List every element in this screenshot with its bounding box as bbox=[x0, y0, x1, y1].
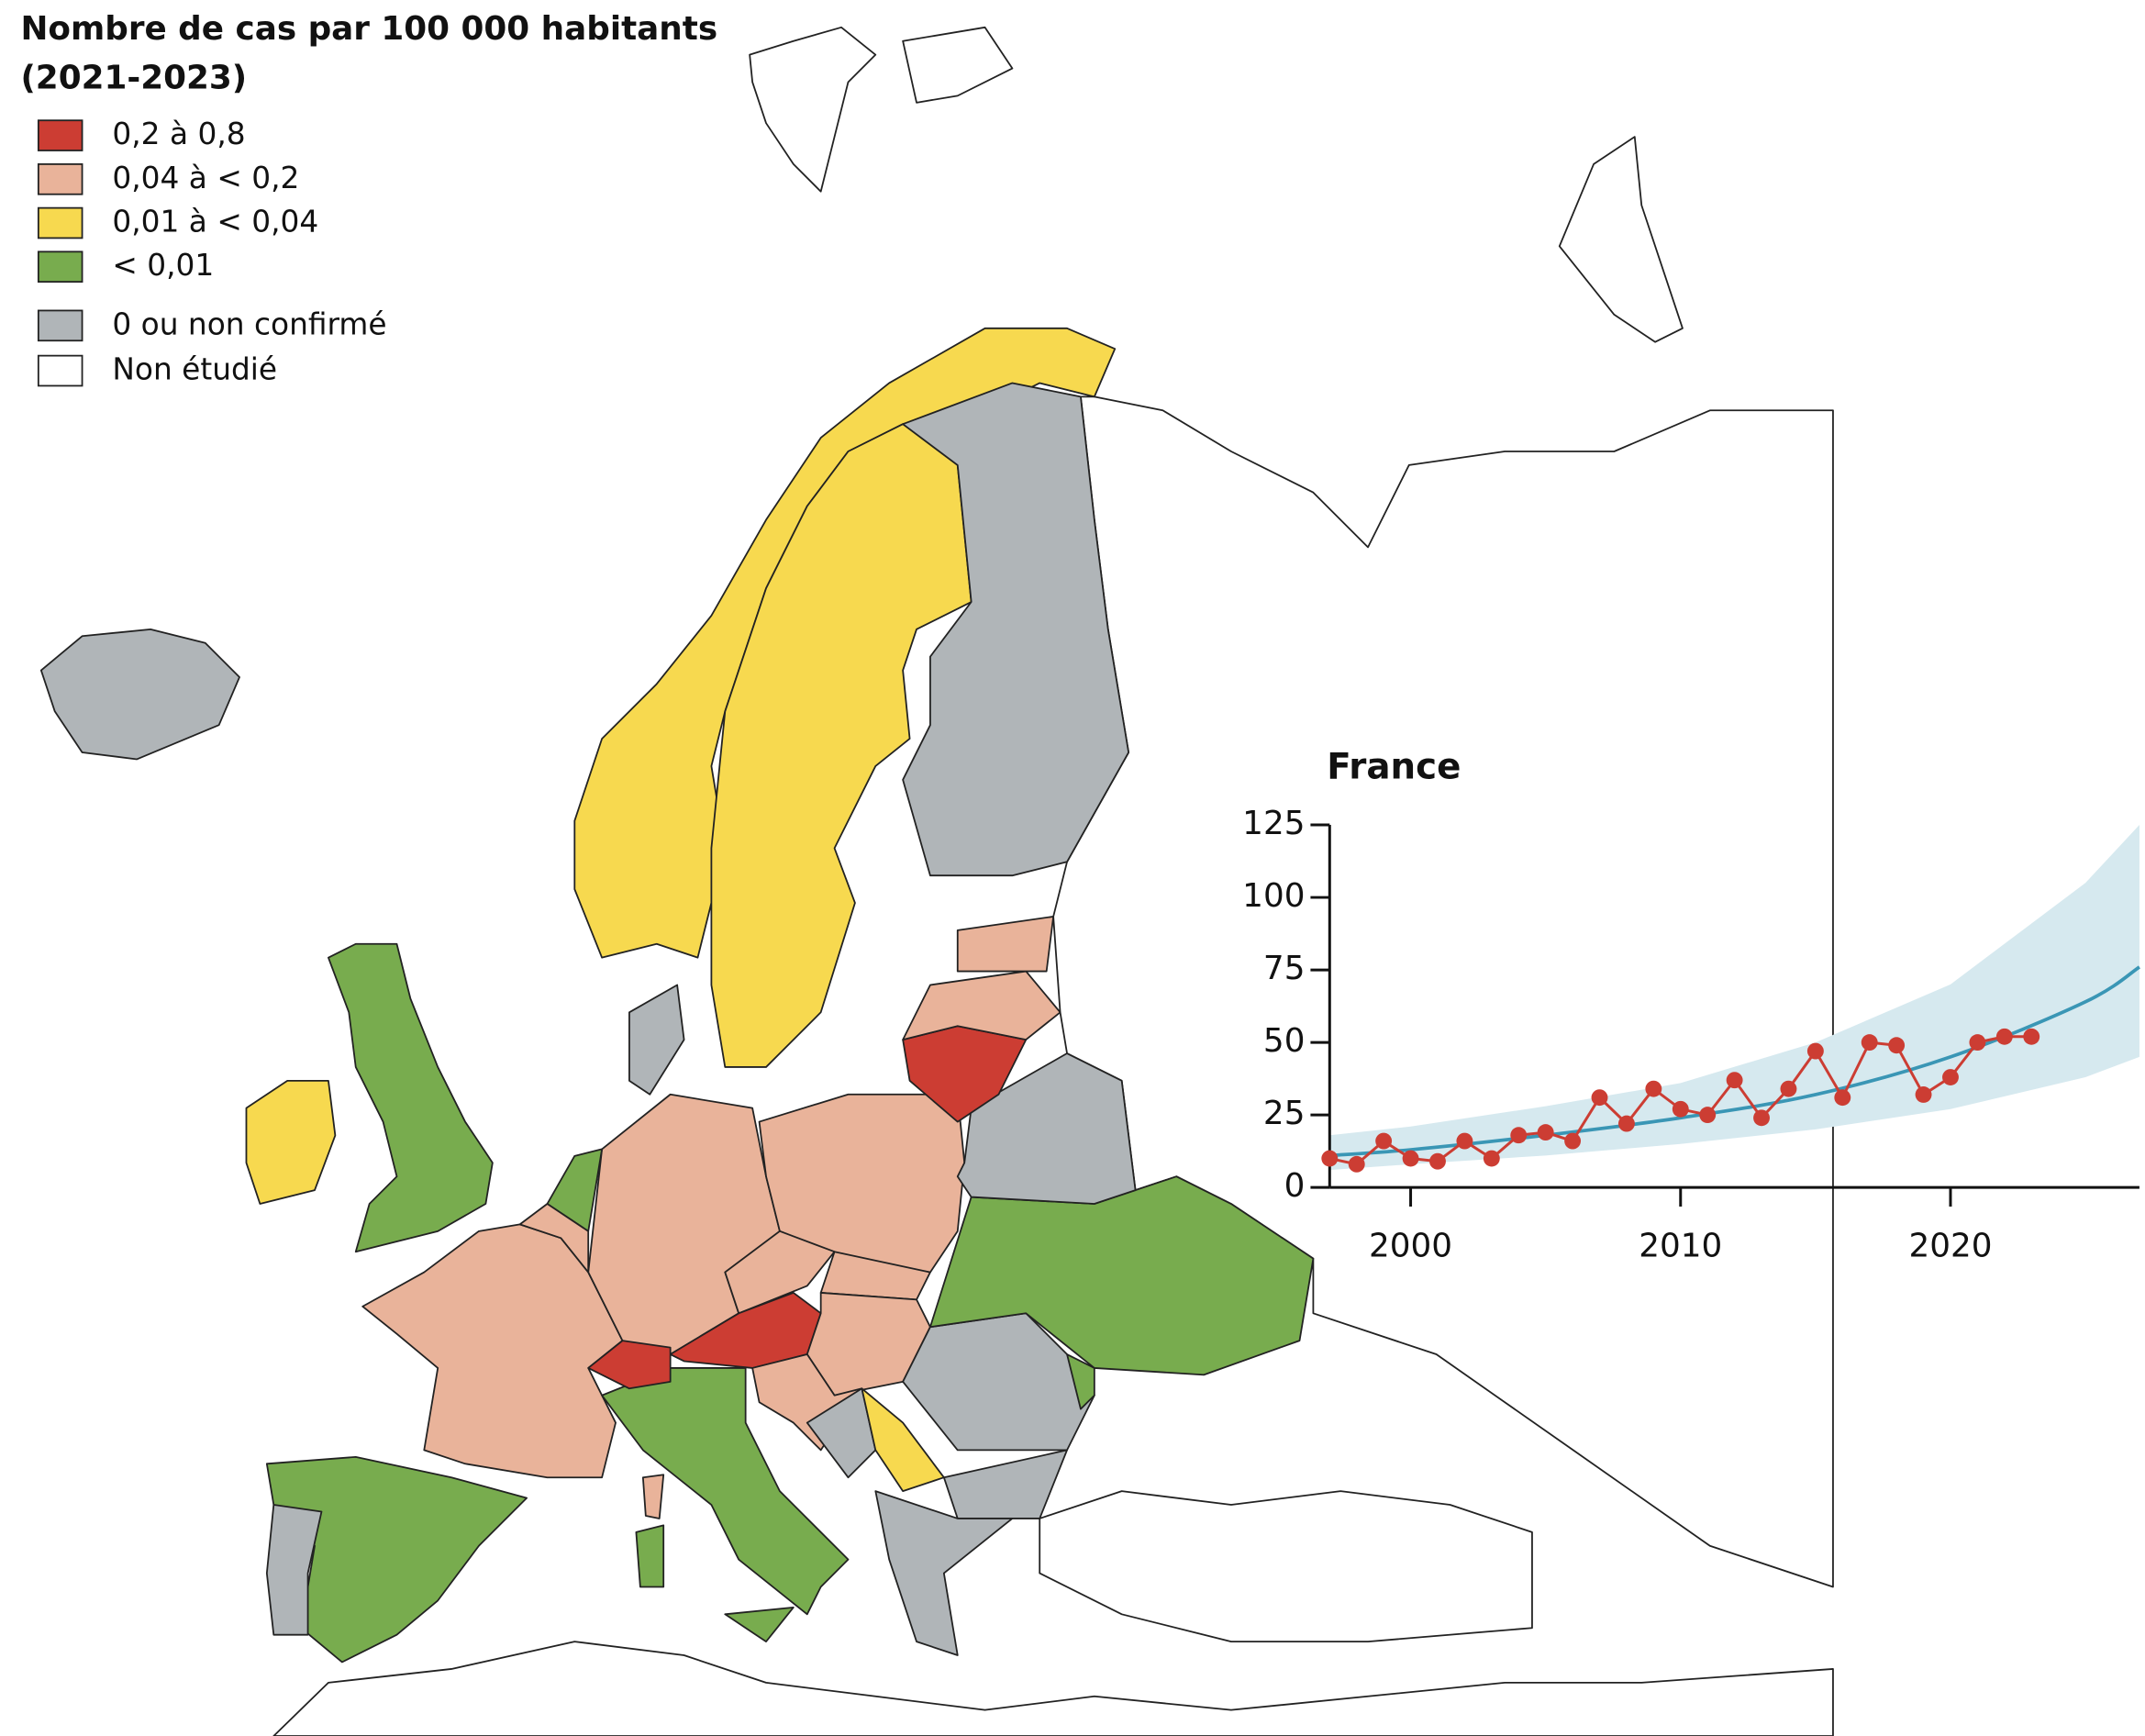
y-tick-label: 25 bbox=[1263, 1095, 1306, 1132]
data-point bbox=[1699, 1107, 1717, 1124]
y-tick-label: 0 bbox=[1284, 1167, 1306, 1205]
hungary bbox=[806, 1292, 931, 1397]
latvia bbox=[902, 970, 1061, 1041]
data-point bbox=[1429, 1152, 1446, 1170]
legend-label: 0 ou non confirmé bbox=[112, 306, 386, 341]
legend-swatch bbox=[37, 206, 83, 239]
x-tick-label: 2000 bbox=[1369, 1228, 1452, 1265]
data-point bbox=[1348, 1155, 1365, 1173]
novaya-zemlya bbox=[1558, 136, 1684, 343]
ireland bbox=[245, 1079, 337, 1205]
legend-label: 0,04 à < 0,2 bbox=[112, 161, 299, 195]
bulgaria bbox=[942, 1449, 1068, 1519]
map-title: (2021-2023) bbox=[20, 59, 247, 96]
legend-swatch bbox=[37, 250, 83, 284]
sardinia bbox=[635, 1524, 665, 1588]
poland bbox=[758, 1093, 966, 1274]
data-point bbox=[1483, 1150, 1500, 1167]
data-point bbox=[1402, 1150, 1419, 1167]
data-point bbox=[1969, 1034, 1986, 1052]
greece bbox=[874, 1490, 1014, 1656]
data-point bbox=[1456, 1132, 1473, 1150]
svalbard-east bbox=[902, 26, 1014, 104]
data-point bbox=[1915, 1086, 1932, 1103]
data-point bbox=[1672, 1100, 1689, 1118]
iceland bbox=[39, 628, 240, 761]
united-kingdom bbox=[328, 942, 494, 1253]
y-tick-label: 75 bbox=[1263, 950, 1306, 987]
corsica bbox=[641, 1474, 665, 1519]
map bbox=[39, 26, 1834, 1736]
portugal bbox=[265, 1504, 323, 1636]
finland bbox=[902, 382, 1130, 877]
data-point bbox=[1645, 1080, 1662, 1097]
data-point bbox=[1834, 1089, 1851, 1107]
y-tick-label: 100 bbox=[1242, 877, 1305, 915]
legend-label: < 0,01 bbox=[112, 248, 214, 283]
data-point bbox=[1726, 1072, 1743, 1089]
legend-swatch bbox=[37, 354, 83, 387]
data-point bbox=[1321, 1150, 1339, 1167]
data-point bbox=[1995, 1028, 2013, 1045]
north-africa bbox=[272, 1641, 1834, 1736]
legend-swatch bbox=[37, 309, 83, 342]
data-point bbox=[1780, 1080, 1797, 1097]
data-point bbox=[1537, 1124, 1554, 1141]
legend-swatch bbox=[37, 119, 83, 151]
belgium bbox=[518, 1203, 590, 1274]
legend: Nombre de cas par 100 000 habitants (202… bbox=[20, 10, 717, 387]
sweden bbox=[710, 423, 972, 1068]
serbia bbox=[861, 1387, 945, 1493]
data-point bbox=[1375, 1132, 1393, 1150]
x-tick-label: 2020 bbox=[1908, 1228, 1992, 1265]
denmark bbox=[628, 984, 685, 1096]
inset-chart: France 0 25 50 75 100 125 2000 2010 2020 bbox=[1242, 746, 2140, 1265]
data-point bbox=[1861, 1034, 1878, 1052]
data-point bbox=[1591, 1089, 1608, 1107]
trend-line bbox=[1329, 965, 2140, 1158]
czechia bbox=[724, 1230, 836, 1315]
turkey bbox=[1039, 1490, 1533, 1643]
moldova bbox=[1066, 1353, 1095, 1410]
confidence-band bbox=[1329, 825, 2139, 1171]
y-tick-label: 125 bbox=[1242, 805, 1305, 842]
legend-label: 0,2 à 0,8 bbox=[112, 117, 245, 151]
data-point bbox=[1753, 1109, 1770, 1127]
data-point bbox=[1510, 1127, 1528, 1144]
belarus bbox=[956, 1052, 1137, 1205]
map-title: Nombre de cas par 100 000 habitants bbox=[20, 10, 717, 48]
legend-swatch bbox=[37, 163, 83, 195]
data-point bbox=[1564, 1132, 1582, 1150]
data-point bbox=[1942, 1069, 1959, 1085]
estonia bbox=[956, 916, 1055, 973]
romania bbox=[902, 1312, 1095, 1452]
switzerland bbox=[587, 1340, 672, 1390]
data-point bbox=[2023, 1028, 2040, 1045]
legend-label: Non étudié bbox=[112, 352, 277, 387]
x-tick-label: 2010 bbox=[1639, 1228, 1722, 1265]
chart-title: France bbox=[1327, 746, 1461, 787]
data-point bbox=[1617, 1115, 1635, 1132]
legend-label: 0,01 à < 0,04 bbox=[112, 205, 318, 239]
svalbard bbox=[749, 26, 877, 193]
data-point bbox=[1888, 1037, 1906, 1054]
y-tick-label: 50 bbox=[1263, 1022, 1306, 1060]
italy bbox=[601, 1367, 850, 1616]
russia bbox=[1052, 395, 1834, 1588]
sicily bbox=[724, 1606, 795, 1643]
data-point bbox=[1806, 1042, 1824, 1060]
